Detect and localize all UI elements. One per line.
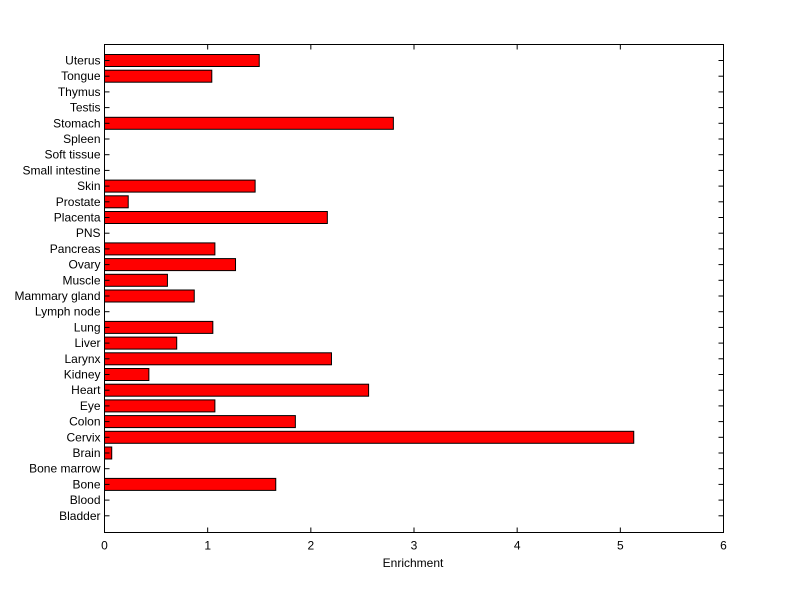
y-tick-label: Placenta <box>54 211 101 225</box>
y-tick-label: Lymph node <box>35 305 101 319</box>
y-tick-label: Thymus <box>58 85 101 99</box>
bar <box>104 116 394 130</box>
y-tick-label: Tongue <box>61 69 101 83</box>
x-tick-label: 3 <box>411 539 418 553</box>
y-tick-label: Blood <box>70 493 101 507</box>
y-tick-label: Spleen <box>63 132 100 146</box>
y-tick-label: Pancreas <box>50 242 101 256</box>
y-tick-label: Small intestine <box>22 163 100 177</box>
bar <box>104 383 370 397</box>
bar <box>104 258 237 272</box>
bar <box>104 179 256 193</box>
x-tick-label: 2 <box>307 539 314 553</box>
y-tick-label: Skin <box>77 179 100 193</box>
y-tick-label: Bladder <box>59 509 100 523</box>
y-tick-label: Bone <box>72 477 100 491</box>
bar <box>104 289 195 303</box>
y-tick-label: Muscle <box>62 273 100 287</box>
y-tick-label: Bone marrow <box>29 462 101 476</box>
y-tick-label: Heart <box>71 383 101 397</box>
bar <box>104 320 214 334</box>
bar <box>104 430 635 444</box>
y-tick-label: Colon <box>69 415 100 429</box>
y-tick-label: Kidney <box>64 368 101 382</box>
y-tick-label: Uterus <box>65 54 100 68</box>
bar <box>104 399 216 413</box>
y-tick-label: Brain <box>72 446 100 460</box>
y-tick-label: Stomach <box>53 116 100 130</box>
x-axis: 0 1 2 3 4 5 6 <box>101 44 727 553</box>
y-tick-label: Lung <box>74 320 101 334</box>
x-tick-label: 6 <box>720 539 727 553</box>
bar <box>104 211 328 224</box>
y-tick-label: Larynx <box>64 352 100 366</box>
bar <box>104 368 150 381</box>
y-tick-label: PNS <box>76 226 101 240</box>
y-tick-label: Soft tissue <box>44 148 100 162</box>
x-tick-label: 5 <box>617 539 624 553</box>
bar <box>104 69 213 83</box>
y-tick-label: Testis <box>70 101 101 115</box>
y-tick-label: Ovary <box>68 258 100 272</box>
bar <box>104 273 168 287</box>
y-tick-label: Cervix <box>66 430 100 444</box>
y-tick-label: Eye <box>80 399 101 413</box>
bar <box>104 415 296 429</box>
bar <box>104 242 216 256</box>
bar <box>104 54 260 67</box>
bar <box>104 477 277 491</box>
bar <box>104 336 178 350</box>
y-tick-label: Liver <box>74 336 100 350</box>
x-tick-label: 4 <box>514 539 521 553</box>
y-tick-label: Prostate <box>56 195 101 209</box>
x-tick-label: 1 <box>204 539 211 553</box>
x-axis-label: Enrichment <box>383 556 444 570</box>
x-tick-label: 0 <box>101 539 108 553</box>
y-tick-label: Mammary gland <box>14 289 100 303</box>
bar <box>104 352 332 366</box>
